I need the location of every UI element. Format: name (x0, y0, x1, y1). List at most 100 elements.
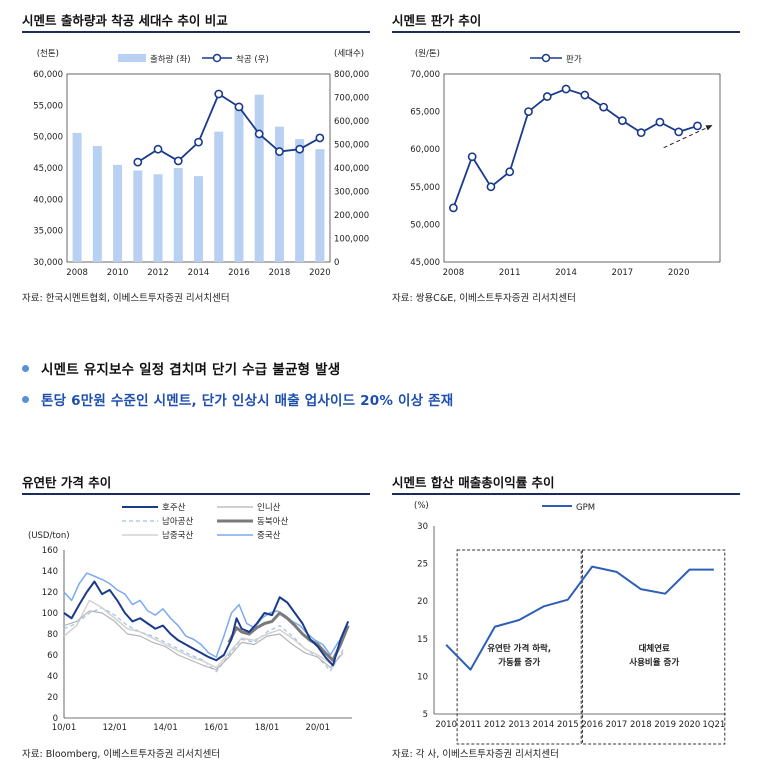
annotation-box-1 (456, 549, 582, 745)
bullet-2: 톤당 6만원 수준인 시멘트, 단가 인상시 매출 업사이드 20% 이상 존재 (22, 389, 453, 409)
chart-coal-price: (USD/ton) 0 20 40 60 80 100 120 140 160 10/01 12/01… (28, 502, 352, 733)
legend-label-gpm: GPM (576, 503, 595, 513)
y-left-unit: (천톤) (37, 48, 59, 59)
source-note: 자료: 각 사, 이베스트투자증권 리서치센터 (392, 749, 559, 760)
annotation-box-2 (581, 549, 726, 745)
y-tick: 160 (42, 546, 58, 556)
source-note: 자료: 한국시멘트협회, 이베스트투자증권 리서치센터 (22, 293, 230, 304)
legend-label-price: 판가 (566, 55, 582, 65)
line-인니산 (63, 610, 344, 671)
y-left-tick: 40,000 (33, 195, 63, 205)
legend-swatch-shipment (118, 54, 146, 62)
point-starts (153, 144, 163, 154)
point-price (636, 128, 646, 138)
x-tick: 2018 (269, 268, 291, 278)
legend-label-호주산: 호주산 (162, 502, 186, 513)
point-starts (295, 144, 305, 154)
legend-label-동북아산: 동북아산 (257, 516, 288, 527)
y-right-tick: 100,000 (334, 235, 369, 245)
y-tick: 10 (417, 672, 428, 682)
x-tick: 2020 (309, 268, 331, 278)
point-price (505, 167, 515, 177)
line-남중국산 (63, 599, 344, 669)
y-tick: 65,000 (410, 108, 440, 118)
x-tick: 2012 (147, 268, 169, 278)
point-starts (194, 137, 203, 147)
y-right-tick: 300,000 (334, 188, 369, 198)
trend-arrow-line (663, 124, 713, 149)
trend-arrow-head (705, 125, 713, 131)
x-tick: 2015 (557, 720, 579, 730)
bar-shipment (194, 176, 203, 262)
point-price (486, 182, 496, 192)
y-right-tick: 700,000 (334, 94, 369, 104)
chart-shipment-vs-starts: (천톤) (세대수) 30,000 35,000 40,000 45,000 50,000 5… (33, 48, 369, 278)
bar-shipment (113, 164, 123, 262)
y-left-tick: 30,000 (33, 258, 63, 268)
y-unit: (USD/ton) (28, 531, 70, 541)
bar-shipment (234, 105, 244, 262)
plot-frame (443, 73, 721, 263)
y-unit: (%) (414, 501, 429, 511)
panel-title: 시멘트 합산 매출총이익률 추이 (392, 475, 555, 490)
bullet-text: 톤당 6만원 수준인 시멘트, 단가 인상시 매출 업사이드 20% 이상 존재 (41, 393, 454, 409)
legend-label-shipment: 출하량 (좌) (150, 54, 191, 65)
panel-cement-price: 시멘트 판가 추이 (원/톤) 45,000 50,000 55,000 60,000 6… (392, 0, 742, 310)
x-tick: 2014 (533, 720, 555, 730)
point-price (524, 107, 533, 116)
chart-cement-price: (원/톤) 45,000 50,000 55,000 60,000 65,000 70,00… (410, 49, 721, 278)
point-price (580, 90, 590, 100)
bar-shipment (295, 139, 305, 262)
point-starts (254, 129, 264, 139)
x-tick: 10/01 (52, 723, 77, 733)
panel-title: 유연탄 가격 추이 (22, 475, 112, 490)
source-note: 자료: 쌍용C&E, 이베스트투자증권 리서치센터 (392, 293, 576, 304)
y-tick: 5 (423, 710, 428, 720)
y-tick: 0 (53, 714, 58, 724)
x-tick: 2008 (443, 268, 465, 278)
y-tick: 20 (47, 693, 58, 703)
line-호주산 (63, 580, 350, 667)
x-tick: 2013 (508, 720, 530, 730)
x-tick: 2008 (66, 268, 88, 278)
y-tick: 55,000 (410, 183, 440, 193)
y-left-tick: 50,000 (33, 133, 63, 143)
line-gpm (445, 565, 714, 671)
x-tick: 2019 (654, 720, 676, 730)
title-rule (392, 31, 740, 33)
point-starts (315, 133, 325, 143)
bullet-dot (22, 395, 29, 403)
x-tick: 14/01 (153, 723, 178, 733)
y-right-tick: 400,000 (334, 164, 369, 174)
y-tick: 40 (47, 672, 58, 682)
bar-shipment (315, 149, 325, 262)
y-right-tick: 800,000 (334, 70, 369, 80)
panel-title: 시멘트 판가 추이 (392, 13, 482, 28)
x-tick: 2010 (107, 268, 129, 278)
x-tick: 1Q21 (702, 720, 725, 730)
annotation-2-line2: 사용비율 증가 (629, 657, 679, 668)
point-starts (214, 89, 224, 99)
x-tick: 2016 (228, 268, 250, 278)
bullet-dot (22, 364, 29, 372)
bar-shipment (153, 174, 163, 262)
x-tick: 2014 (555, 268, 577, 278)
x-tick: 2020 (679, 720, 701, 730)
source-note: 자료: Bloomberg, 이베스트투자증권 리서치센터 (22, 749, 221, 760)
x-tick: 2017 (612, 268, 634, 278)
x-tick: 20/01 (305, 723, 330, 733)
bar-shipment (254, 94, 264, 263)
legend-label-남중국산: 남중국산 (162, 530, 193, 541)
title-rule (22, 493, 370, 495)
legend-label-인니산: 인니산 (257, 502, 281, 513)
point-starts (275, 147, 284, 156)
panel-shipment-vs-starts: 시멘트 출하량과 착공 세대수 추이 비교 (천톤) (세대수) 30,000 35,… (22, 0, 372, 310)
point-price (599, 102, 608, 112)
y-tick: 60,000 (410, 145, 440, 155)
x-tick: 12/01 (102, 723, 127, 733)
y-tick: 70,000 (410, 70, 440, 80)
bullet-text: 시멘트 유지보수 일정 겹치며 단기 수급 불균형 발생 (41, 362, 341, 378)
y-left-tick: 45,000 (33, 164, 63, 174)
point-price (617, 116, 627, 126)
